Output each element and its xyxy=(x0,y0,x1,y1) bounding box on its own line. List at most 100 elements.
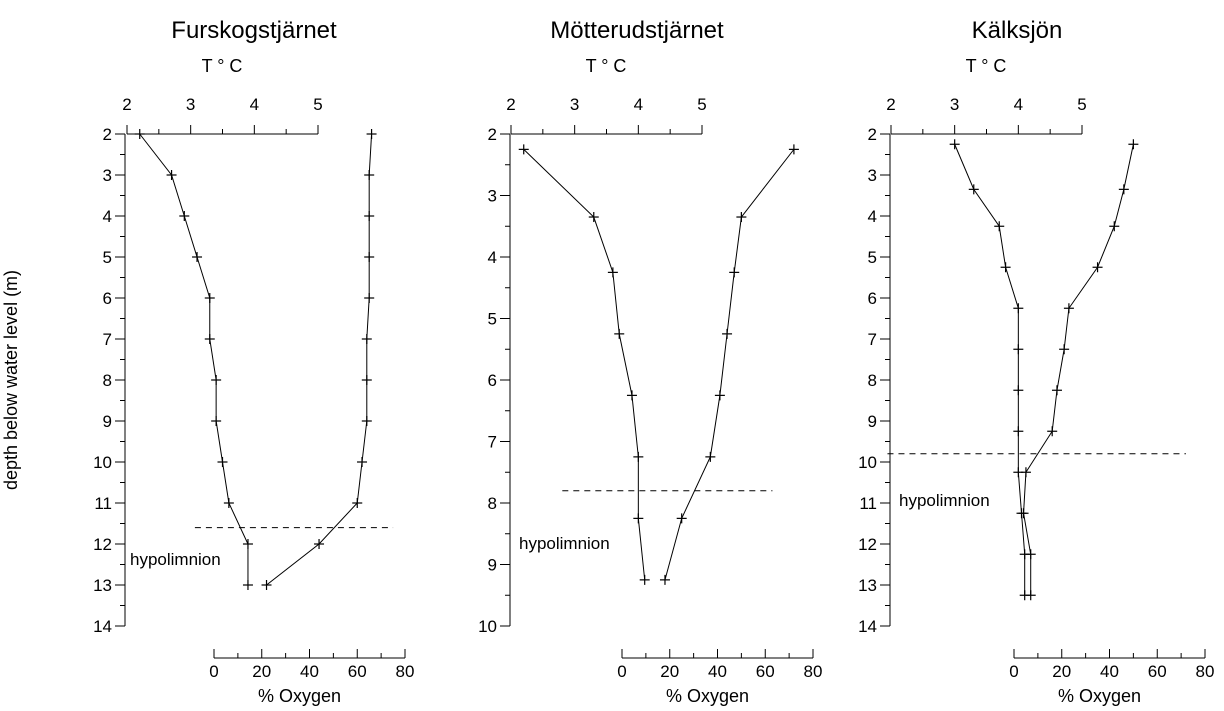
temperature-tick-label: 2 xyxy=(506,95,515,114)
oxygen-point xyxy=(366,129,377,139)
depth-tick-label: 9 xyxy=(868,412,877,431)
temperature-point xyxy=(179,211,190,221)
oxygen-tick-label: 80 xyxy=(804,662,823,681)
oxygen-point xyxy=(364,293,375,303)
temperature-profile-line xyxy=(139,133,249,585)
oxygen-profile-line xyxy=(1023,144,1134,596)
temperature-point xyxy=(994,221,1005,232)
depth-tick-label: 5 xyxy=(103,248,112,267)
hypolimnion-label: hypolimnion xyxy=(899,491,990,510)
oxygen-point xyxy=(729,267,740,278)
temperature-point xyxy=(633,451,644,462)
oxygen-point xyxy=(1025,549,1036,560)
oxygen-tick-label: 60 xyxy=(348,662,367,681)
temperature-point xyxy=(626,390,637,401)
depth-tick-label: 8 xyxy=(488,494,497,513)
oxygen-point xyxy=(352,498,363,508)
temperature-point xyxy=(204,293,215,303)
oxygen-point xyxy=(364,170,375,180)
depth-tick-label: 4 xyxy=(488,248,497,267)
depth-tick-label: 5 xyxy=(868,248,877,267)
depth-tick-label: 8 xyxy=(103,371,112,390)
depth-tick-label: 12 xyxy=(858,535,877,554)
depth-tick-label: 2 xyxy=(488,125,497,144)
temperature-point xyxy=(211,416,222,426)
depth-tick-label: 9 xyxy=(488,556,497,575)
temperature-tick-label: 5 xyxy=(1077,95,1086,114)
oxygen-profile-line xyxy=(266,133,373,586)
oxygen-point xyxy=(361,334,372,344)
temperature-point xyxy=(1013,344,1024,355)
temperature-point xyxy=(1013,303,1024,314)
depth-tick-label: 9 xyxy=(103,412,112,431)
temperature-point xyxy=(223,498,234,508)
temperature-tick-label: 2 xyxy=(886,95,895,114)
temperature-axis-label: T ° C xyxy=(586,56,627,76)
oxygen-point xyxy=(1092,262,1103,273)
y-axis-label: depth below water level (m) xyxy=(1,270,21,490)
depth-tick-label: 10 xyxy=(478,617,497,636)
depth-tick-label: 4 xyxy=(868,207,877,226)
temperature-point xyxy=(204,334,215,344)
depth-tick-label: 2 xyxy=(103,125,112,144)
temperature-point xyxy=(134,129,145,139)
temperature-profile-line xyxy=(954,144,1026,596)
temperature-tick-label: 3 xyxy=(186,95,195,114)
depth-tick-label: 13 xyxy=(858,576,877,595)
oxygen-axis-label: % Oxygen xyxy=(1058,686,1141,706)
temperature-axis-label: T ° C xyxy=(202,56,243,76)
hypolimnion-label: hypolimnion xyxy=(130,550,221,569)
temperature-point xyxy=(192,252,203,262)
chart-panel-3: Kälksjön T ° C 2 3 4 5 2 3 4 5 6 7 8 9 10 11 12 13 14 0 20 40… xyxy=(858,17,1214,706)
oxygen-tick-label: 60 xyxy=(756,662,775,681)
oxygen-tick-label: 40 xyxy=(300,662,319,681)
temperature-tick-label: 5 xyxy=(313,95,322,114)
depth-tick-label: 2 xyxy=(868,125,877,144)
chart-title: Mötterudstjärnet xyxy=(550,17,724,44)
depth-tick-label: 12 xyxy=(93,535,112,554)
depth-tick-label: 11 xyxy=(94,494,112,513)
temperature-tick-label: 4 xyxy=(1014,95,1023,114)
temperature-tick-label: 2 xyxy=(122,95,131,114)
temperature-point xyxy=(242,539,253,549)
oxygen-point xyxy=(736,212,747,223)
depth-tick-label: 7 xyxy=(868,330,877,349)
oxygen-point xyxy=(314,539,325,549)
temperature-tick-label: 5 xyxy=(697,95,706,114)
oxygen-point xyxy=(1059,344,1070,355)
oxygen-point xyxy=(1128,139,1139,150)
oxygen-point xyxy=(1025,590,1036,601)
temperature-point xyxy=(639,574,650,585)
oxygen-point xyxy=(722,328,733,339)
oxygen-point xyxy=(788,144,799,155)
depth-tick-label: 5 xyxy=(488,310,497,329)
oxygen-point xyxy=(1063,303,1074,314)
oxygen-point xyxy=(1020,467,1031,478)
temperature-point xyxy=(242,580,253,590)
temperature-point xyxy=(614,328,625,339)
depth-tick-label: 6 xyxy=(868,289,877,308)
oxygen-tick-label: 0 xyxy=(617,662,626,681)
oxygen-point xyxy=(714,390,725,401)
temperature-profile-line xyxy=(523,149,646,580)
temperature-point xyxy=(217,457,228,467)
temperature-point xyxy=(588,212,599,223)
temperature-tick-label: 3 xyxy=(950,95,959,114)
oxygen-tick-label: 40 xyxy=(708,662,727,681)
temperature-point xyxy=(166,170,177,180)
depth-tick-label: 3 xyxy=(868,166,877,185)
oxygen-tick-label: 20 xyxy=(660,662,679,681)
oxygen-tick-label: 40 xyxy=(1100,662,1119,681)
temperature-point xyxy=(1000,262,1011,273)
oxygen-point xyxy=(1047,426,1058,437)
oxygen-tick-label: 80 xyxy=(1196,662,1215,681)
oxygen-tick-label: 0 xyxy=(209,662,218,681)
depth-tick-label: 8 xyxy=(868,371,877,390)
depth-tick-label: 6 xyxy=(103,289,112,308)
temperature-point xyxy=(949,139,960,150)
depth-tick-label: 14 xyxy=(93,617,112,636)
oxygen-axis-label: % Oxygen xyxy=(258,686,341,706)
depth-tick-label: 6 xyxy=(488,371,497,390)
temperature-point xyxy=(518,144,529,155)
